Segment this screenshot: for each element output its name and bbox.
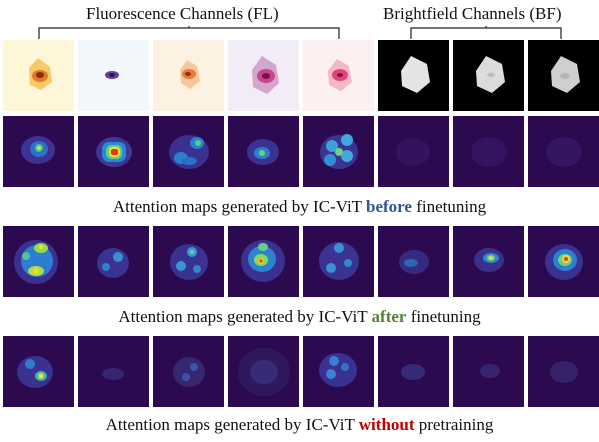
- attention-without-fl2: [78, 336, 149, 407]
- caption-after-keyword: after: [371, 307, 407, 326]
- attention-before-bf3: [528, 116, 599, 187]
- caption-after: Attention maps generated by IC-ViT after…: [0, 307, 599, 327]
- attention-after-fl2: [78, 226, 149, 297]
- fl-channels-header: Fluorescence Channels (FL): [86, 4, 279, 23]
- attention-before-bf1: [378, 116, 449, 187]
- attention-after-fl4: [228, 226, 299, 297]
- caption-without-keyword: without: [358, 415, 415, 434]
- attention-before-fl5: [303, 116, 374, 187]
- caption-before: Attention maps generated by IC-ViT befor…: [0, 197, 599, 217]
- caption-before-keyword: before: [366, 197, 412, 216]
- fl-channel-5-image: [303, 40, 374, 111]
- input-channels-row: [3, 40, 599, 111]
- attention-without-bf3: [528, 336, 599, 407]
- fl-channel-3-image: [153, 40, 224, 111]
- bf-channels-header: Brightfield Channels (BF): [383, 4, 562, 23]
- attention-without-fl3: [153, 336, 224, 407]
- caption-without-prefix: Attention maps generated by IC-ViT: [105, 415, 359, 434]
- bf-channel-3-image: [528, 40, 599, 111]
- attention-without-bf1: [378, 336, 449, 407]
- attention-without-row: [3, 336, 599, 407]
- bf-bracket: [410, 26, 562, 39]
- bf-channel-1-image: [378, 40, 449, 111]
- caption-before-prefix: Attention maps generated by IC-ViT: [112, 197, 367, 216]
- attention-after-bf3: [528, 226, 599, 297]
- attention-after-bf2: [453, 226, 524, 297]
- caption-without: Attention maps generated by IC-ViT witho…: [0, 415, 599, 435]
- attention-before-fl1: [3, 116, 74, 187]
- attention-without-fl1: [3, 336, 74, 407]
- attention-before-fl2: [78, 116, 149, 187]
- attention-without-bf2: [453, 336, 524, 407]
- fl-bracket: [38, 26, 340, 39]
- attention-without-fl4: [228, 336, 299, 407]
- attention-before-fl3: [153, 116, 224, 187]
- fl-channel-1-image: [3, 40, 74, 111]
- attention-after-fl5: [303, 226, 374, 297]
- attention-before-bf2: [453, 116, 524, 187]
- attention-without-fl5: [303, 336, 374, 407]
- caption-after-suffix: finetuning: [406, 307, 481, 326]
- fl-channel-2-image: [78, 40, 149, 111]
- attention-after-row: [3, 226, 599, 297]
- caption-before-suffix: finetuning: [411, 197, 487, 216]
- caption-after-prefix: Attention maps generated by IC-ViT: [118, 307, 372, 326]
- fl-channel-4-image: [228, 40, 299, 111]
- bf-channel-2-image: [453, 40, 524, 111]
- caption-without-suffix: pretraining: [414, 415, 494, 434]
- attention-before-row: [3, 116, 599, 187]
- attention-before-fl4: [228, 116, 299, 187]
- attention-after-fl3: [153, 226, 224, 297]
- attention-after-bf1: [378, 226, 449, 297]
- attention-after-fl1: [3, 226, 74, 297]
